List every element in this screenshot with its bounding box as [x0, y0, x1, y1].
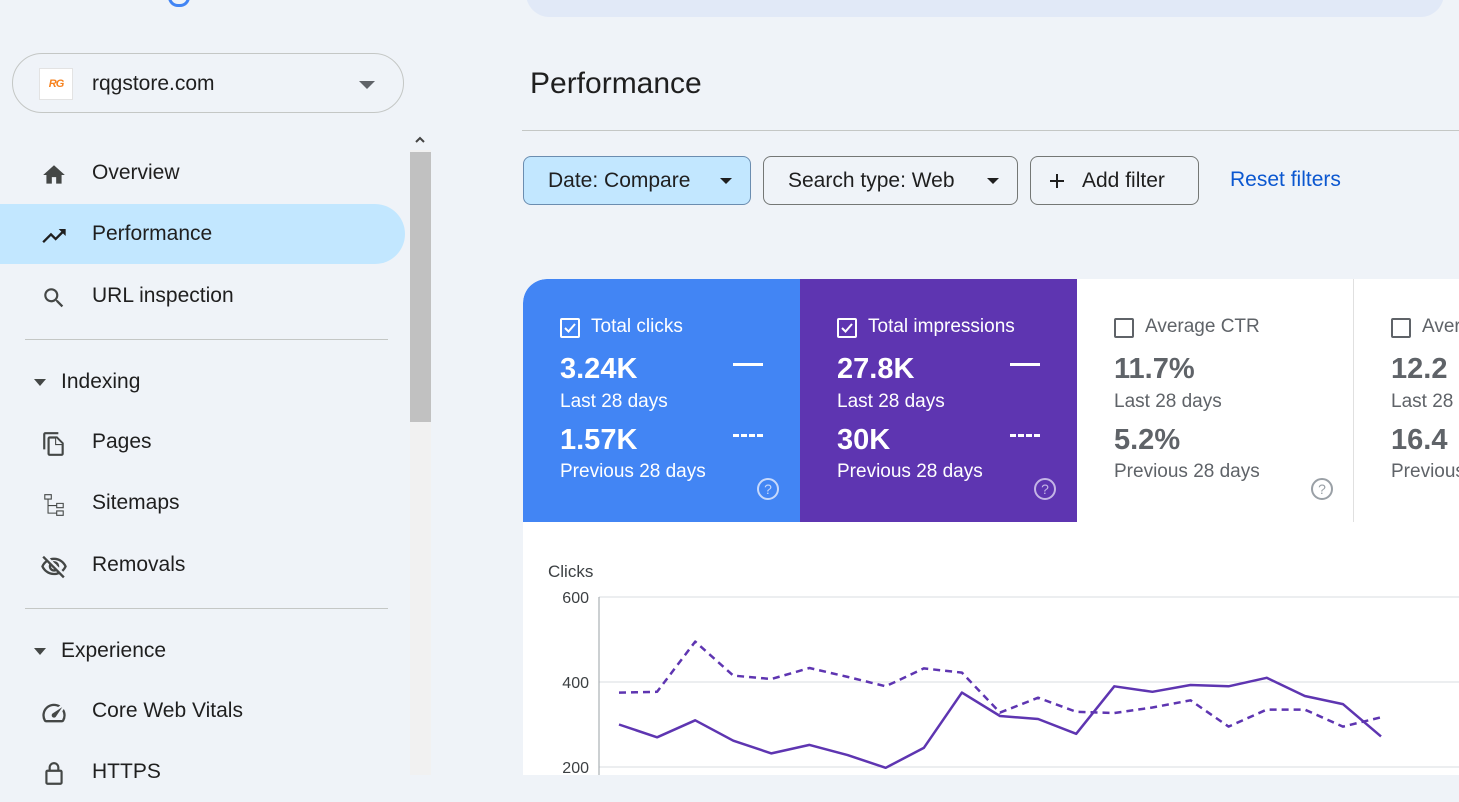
help-icon[interactable]: ?: [756, 477, 780, 501]
metric-current-period: Last 28 days: [837, 391, 945, 412]
caret-down-icon: [34, 648, 46, 655]
svg-text:?: ?: [1318, 481, 1326, 497]
property-selector[interactable]: RG rqgstore.com: [12, 53, 404, 113]
search-type-chip[interactable]: Search type: Web: [763, 156, 1018, 205]
svg-text:?: ?: [1041, 481, 1049, 497]
caret-down-icon: [34, 379, 46, 386]
sidebar-item-label: Pages: [92, 430, 152, 453]
chip-label: Search type: Web: [788, 169, 955, 192]
property-name: rqgstore.com: [92, 72, 215, 95]
add-filter-button[interactable]: Add filter: [1030, 156, 1199, 205]
sidebar-item-removals[interactable]: Removals: [0, 535, 405, 595]
metric-card-total-impressions[interactable]: Total impressions 27.8K Last 28 days 30K…: [800, 279, 1077, 522]
metric-label: Total impressions: [868, 316, 1015, 337]
help-icon[interactable]: ?: [1033, 477, 1057, 501]
sidebar-item-label: Overview: [92, 161, 180, 184]
checkbox-checked-icon[interactable]: [560, 318, 580, 338]
sidebar-section-indexing[interactable]: Indexing: [0, 361, 400, 401]
chip-label: Add filter: [1082, 169, 1165, 192]
chip-label: Date: Compare: [548, 169, 691, 192]
metric-current-value: 27.8K: [837, 353, 915, 385]
checkbox-unchecked-icon[interactable]: [1114, 318, 1134, 338]
sidebar-item-label: Core Web Vitals: [92, 699, 243, 722]
sitemap-icon: [40, 491, 68, 519]
metric-current-period: Last 28 days: [1114, 391, 1222, 412]
section-label: Indexing: [61, 370, 141, 393]
eye-off-icon: [40, 553, 68, 581]
metric-label: Total clicks: [591, 316, 683, 337]
performance-chart[interactable]: Clicks 600 400 200: [523, 522, 1459, 777]
metric-current-value: 3.24K: [560, 353, 638, 385]
dashed-line-legend-icon: [733, 434, 763, 437]
sidebar-item-url-inspection[interactable]: URL inspection: [0, 266, 405, 326]
lock-icon: [40, 760, 68, 788]
pages-icon: [40, 430, 68, 458]
sidebar-item-sitemaps[interactable]: Sitemaps: [0, 473, 405, 533]
chart-y-tick-label: 600: [562, 590, 589, 607]
speed-icon: [40, 699, 68, 727]
dashed-line-legend-icon: [1010, 434, 1040, 437]
metric-current-period: Last 28: [1391, 391, 1454, 412]
property-favicon: RG: [39, 68, 73, 100]
solid-line-legend-icon: [1010, 363, 1040, 366]
sidebar-item-performance[interactable]: Performance: [0, 204, 405, 264]
sidebar-item-label: Performance: [92, 222, 213, 245]
google-logo-fragment: [168, 0, 190, 7]
chart-series-previous-line: [618, 640, 1382, 728]
page-title: Performance: [530, 67, 702, 100]
reset-filters-link[interactable]: Reset filters: [1230, 168, 1341, 191]
metric-card-total-clicks[interactable]: Total clicks 3.24K Last 28 days 1.57K Pr…: [523, 279, 800, 522]
sidebar-item-label: URL inspection: [92, 284, 234, 307]
metric-cards: Total clicks 3.24K Last 28 days 1.57K Pr…: [523, 279, 1459, 522]
metric-current-period: Last 28 days: [560, 391, 668, 412]
caret-down-icon: [987, 178, 999, 184]
metric-previous-value: 30K: [837, 424, 891, 456]
section-label: Experience: [61, 639, 167, 662]
solid-line-legend-icon: [733, 363, 763, 366]
sidebar-divider: [25, 339, 388, 340]
caret-down-icon: [720, 178, 732, 184]
sidebar-scrollbar-thumb[interactable]: [410, 152, 431, 422]
sidebar-item-label: HTTPS: [92, 760, 161, 783]
plus-icon: [1050, 174, 1064, 188]
metric-card-average-ctr[interactable]: Average CTR 11.7% Last 28 days 5.2% Prev…: [1077, 279, 1354, 522]
chevron-down-icon: [359, 81, 375, 89]
sidebar-item-label: Removals: [92, 553, 186, 576]
sidebar-item-label: Sitemaps: [92, 491, 180, 514]
metric-current-value: 12.2: [1391, 353, 1448, 385]
metric-previous-value: 5.2%: [1114, 424, 1181, 456]
metric-previous-value: 1.57K: [560, 424, 638, 456]
metric-previous-period: Previous 28 days: [837, 461, 983, 482]
scroll-up-icon[interactable]: [414, 134, 426, 146]
title-divider: [522, 130, 1459, 131]
sidebar-item-pages[interactable]: Pages: [0, 412, 405, 472]
sidebar-item-https[interactable]: HTTPS: [0, 742, 405, 802]
sidebar-item-overview[interactable]: Overview: [0, 143, 405, 203]
search-bar[interactable]: [526, 0, 1444, 17]
metric-current-value: 11.7%: [1114, 353, 1195, 385]
performance-chart-panel: Clicks 600 400 200: [523, 522, 1459, 777]
svg-text:?: ?: [764, 481, 772, 497]
trending-up-icon: [40, 222, 68, 250]
sidebar-divider: [25, 608, 388, 609]
search-icon: [40, 284, 68, 312]
metric-previous-period: Previous: [1391, 461, 1459, 482]
metric-previous-value: 16.4: [1391, 424, 1448, 456]
home-icon: [40, 161, 68, 189]
sidebar-section-experience[interactable]: Experience: [0, 630, 400, 670]
chart-y-tick-label: 200: [562, 760, 589, 775]
chart-y-tick-label: 400: [562, 675, 589, 692]
date-filter-chip[interactable]: Date: Compare: [523, 156, 751, 205]
metric-label: Average CTR: [1145, 316, 1260, 337]
metric-card-average-position[interactable]: Aver 12.2 Last 28 16.4 Previous: [1354, 279, 1459, 522]
chart-series-current-line: [618, 676, 1382, 770]
chart-y-axis-label: Clicks: [548, 562, 593, 581]
metric-label: Aver: [1422, 316, 1459, 337]
help-icon[interactable]: ?: [1310, 477, 1334, 501]
checkbox-unchecked-icon[interactable]: [1391, 318, 1411, 338]
metric-previous-period: Previous 28 days: [560, 461, 706, 482]
metric-previous-period: Previous 28 days: [1114, 461, 1260, 482]
checkbox-checked-icon[interactable]: [837, 318, 857, 338]
sidebar-item-core-web-vitals[interactable]: Core Web Vitals: [0, 681, 405, 741]
